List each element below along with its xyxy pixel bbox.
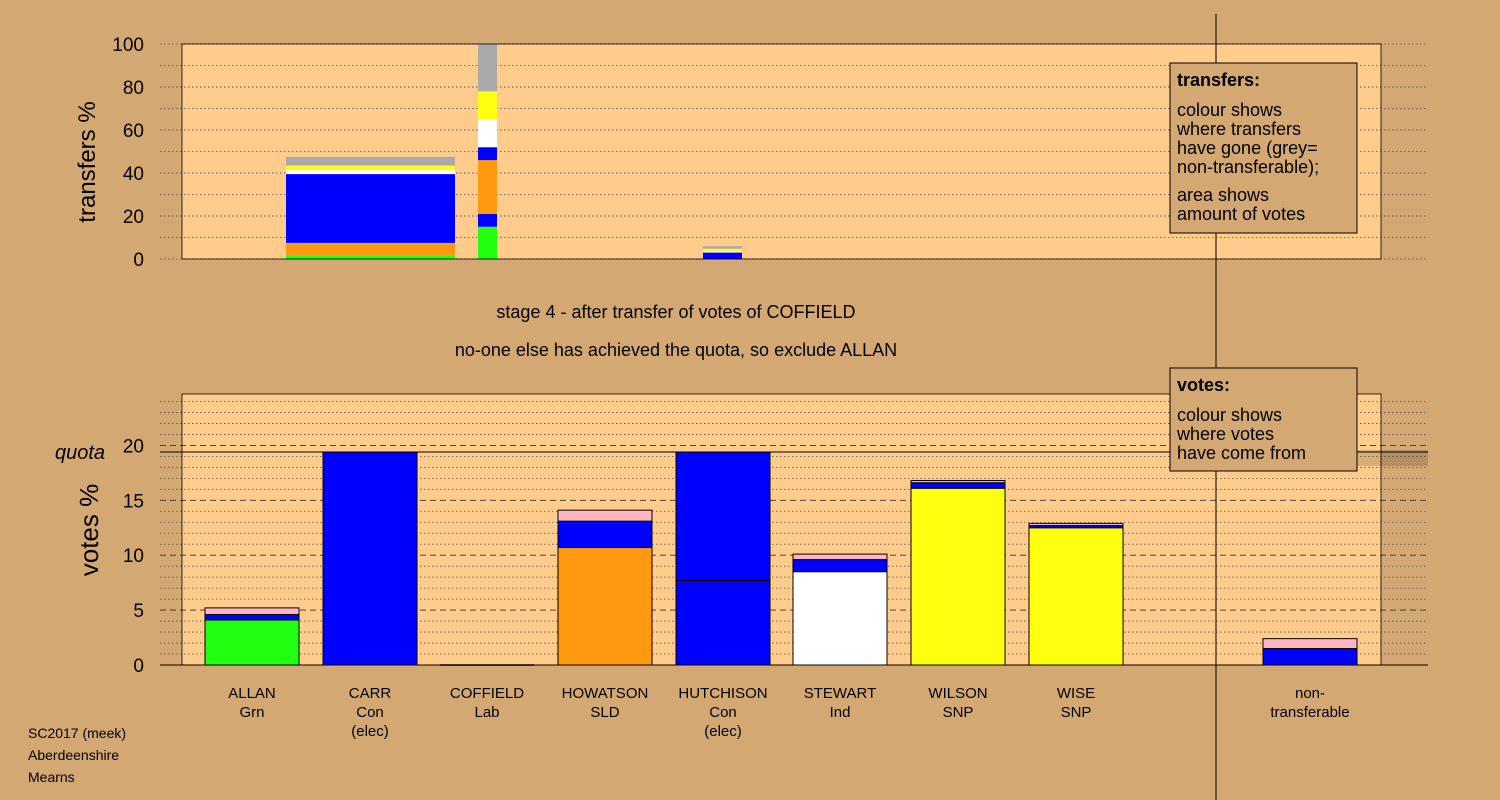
y-tick-label: 0: [133, 250, 144, 271]
y-tick-label: 15: [123, 491, 144, 512]
y-tick-label: 40: [123, 164, 144, 185]
votes-legend-box: votes: colour shows where votes have com…: [1169, 367, 1358, 472]
vote-segment: [322, 451, 418, 666]
vote-segment: [910, 482, 1006, 489]
candidate-label: Grn: [239, 704, 264, 721]
transfer-segment: [286, 165, 455, 170]
candidate-label: transferable: [1270, 704, 1349, 721]
vote-segment: [792, 553, 888, 561]
votes-legend-title: votes:: [1177, 375, 1230, 395]
transfers-legend-title: transfers:: [1177, 70, 1260, 90]
transfer-segment: [478, 226, 497, 259]
candidate-label: WILSON: [928, 685, 987, 702]
transfer-segment: [703, 246, 742, 249]
transfer-segment: [478, 91, 497, 120]
vote-segment: [792, 571, 888, 666]
y-tick-label: 80: [123, 78, 144, 99]
transfer-segment: [286, 242, 455, 256]
vote-segment: [910, 487, 1006, 666]
transfer-segment: [703, 250, 742, 253]
y-tick-label: 60: [123, 121, 144, 142]
transfers-legend-line: have gone (grey=: [1177, 138, 1318, 158]
footer-line: Mearns: [28, 769, 75, 785]
vote-segment: [1262, 648, 1358, 666]
candidate-label: SNP: [943, 704, 974, 721]
footer-line: SC2017 (meek): [28, 725, 126, 741]
vote-segment: [204, 607, 300, 615]
transfers-legend-line: area shows: [1177, 185, 1269, 205]
candidate-label: WISE: [1057, 685, 1095, 702]
transfer-segment: [703, 252, 742, 259]
transfer-segment: [703, 248, 742, 251]
transfers-legend-line: colour shows: [1177, 100, 1282, 120]
candidate-label: STEWART: [804, 685, 877, 702]
transfer-segment: [478, 147, 497, 161]
footer-line: Aberdeenshire: [28, 747, 119, 763]
transfer-segment: [286, 174, 455, 243]
candidate-label: COFFIELD: [450, 685, 524, 702]
transfer-segment: [478, 213, 497, 227]
votes-legend-line: where votes: [1176, 424, 1274, 444]
candidate-label: ALLAN: [228, 685, 276, 702]
transfer-segment: [286, 169, 455, 175]
y-tick-label: 0: [133, 656, 144, 677]
votes-axis-label: votes %: [74, 484, 104, 577]
transfers-legend-box: transfers: colour shows where transfers …: [1169, 62, 1358, 234]
vote-segment: [557, 520, 653, 549]
transfer-segment: [478, 160, 497, 214]
candidate-label: (elec): [704, 723, 742, 740]
y-tick-label: 10: [123, 546, 144, 567]
y-tick-label: 5: [133, 601, 144, 622]
transfers-legend-line: where transfers: [1176, 119, 1301, 139]
vote-segment: [792, 559, 888, 573]
vote-segment: [557, 547, 653, 666]
vote-segment: [1028, 522, 1124, 527]
candidate-label: Con: [356, 704, 384, 721]
vote-segment: [204, 619, 300, 666]
candidate-label: non-: [1295, 685, 1325, 702]
vote-segment: [910, 480, 1006, 484]
stage-line: stage 4 - after transfer of votes of COF…: [496, 302, 855, 322]
vote-segment: [675, 579, 771, 666]
transfer-segment: [286, 156, 455, 166]
decision-line: no-one else has achieved the quota, so e…: [455, 340, 897, 360]
transfer-segment: [286, 255, 455, 259]
vote-segment: [204, 613, 300, 621]
quota-label: quota: [55, 442, 105, 464]
transfer-segment: [478, 119, 497, 148]
candidate-label: Lab: [474, 704, 499, 721]
candidate-label: (elec): [351, 723, 389, 740]
vote-segment: [1028, 527, 1124, 666]
transfers-legend-line: non-transferable);: [1177, 157, 1319, 177]
candidate-label: SLD: [590, 704, 619, 721]
y-tick-label: 100: [112, 35, 144, 56]
transfers-legend-line: amount of votes: [1177, 204, 1305, 224]
candidate-label: SNP: [1061, 704, 1092, 721]
y-tick-label: 20: [123, 436, 144, 457]
candidate-label: HUTCHISON: [678, 685, 767, 702]
votes-legend-line: have come from: [1177, 443, 1306, 463]
transfer-segment: [478, 44, 497, 92]
vote-segment: [1262, 638, 1358, 650]
vote-segment: [557, 509, 653, 522]
y-tick-label: 20: [123, 207, 144, 228]
transfers-axis-label: transfers %: [74, 101, 101, 222]
candidate-label: Ind: [830, 704, 851, 721]
votes-legend-line: colour shows: [1177, 405, 1282, 425]
candidate-label: Con: [709, 704, 737, 721]
vote-segment: [675, 451, 771, 581]
candidate-label: CARR: [349, 685, 392, 702]
votes-plot-frame: [181, 393, 1382, 666]
transfers-plot-frame: [181, 43, 1382, 260]
candidate-label: HOWATSON: [562, 685, 649, 702]
